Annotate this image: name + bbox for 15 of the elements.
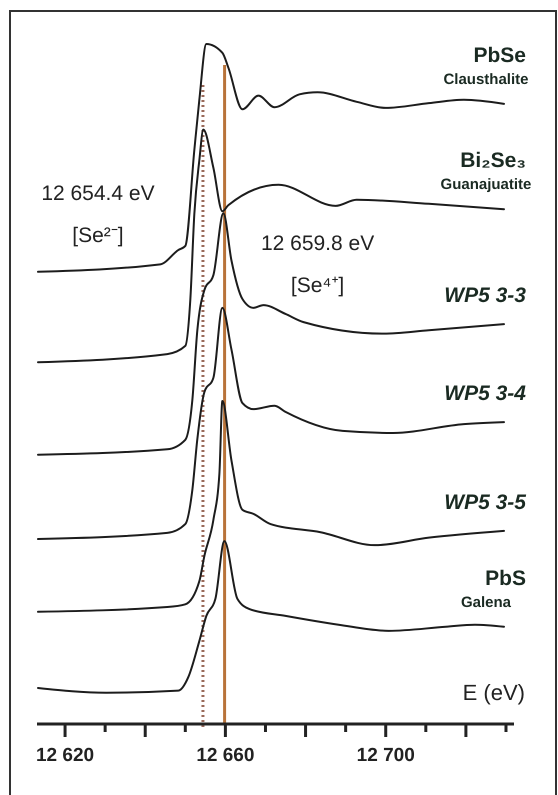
annotation: Clausthalite (443, 70, 528, 88)
x-axis-title: E (eV) (462, 680, 525, 705)
series-label: WP5 3-4 (444, 382, 526, 406)
annotation: Galena (460, 594, 512, 611)
x-tick-label: 12 620 (36, 745, 94, 766)
series-label: PbS (485, 566, 526, 590)
series-label: WP5 3-3 (444, 284, 526, 308)
ref-line-label: 12 659.8 eV [Se⁴⁺] (260, 232, 374, 297)
series-label: WP5 3-5 (444, 490, 526, 514)
series-label: Bi₂Se₃ (460, 149, 526, 172)
x-tick-label: 12 700 (356, 745, 415, 766)
series-label: PbSe (473, 44, 526, 67)
x-tick-label: 12 660 (196, 745, 254, 766)
annotation: Guanajuatite (440, 176, 532, 194)
ref-line-label: 12 654.4 eV [Se²⁻] (41, 182, 155, 247)
